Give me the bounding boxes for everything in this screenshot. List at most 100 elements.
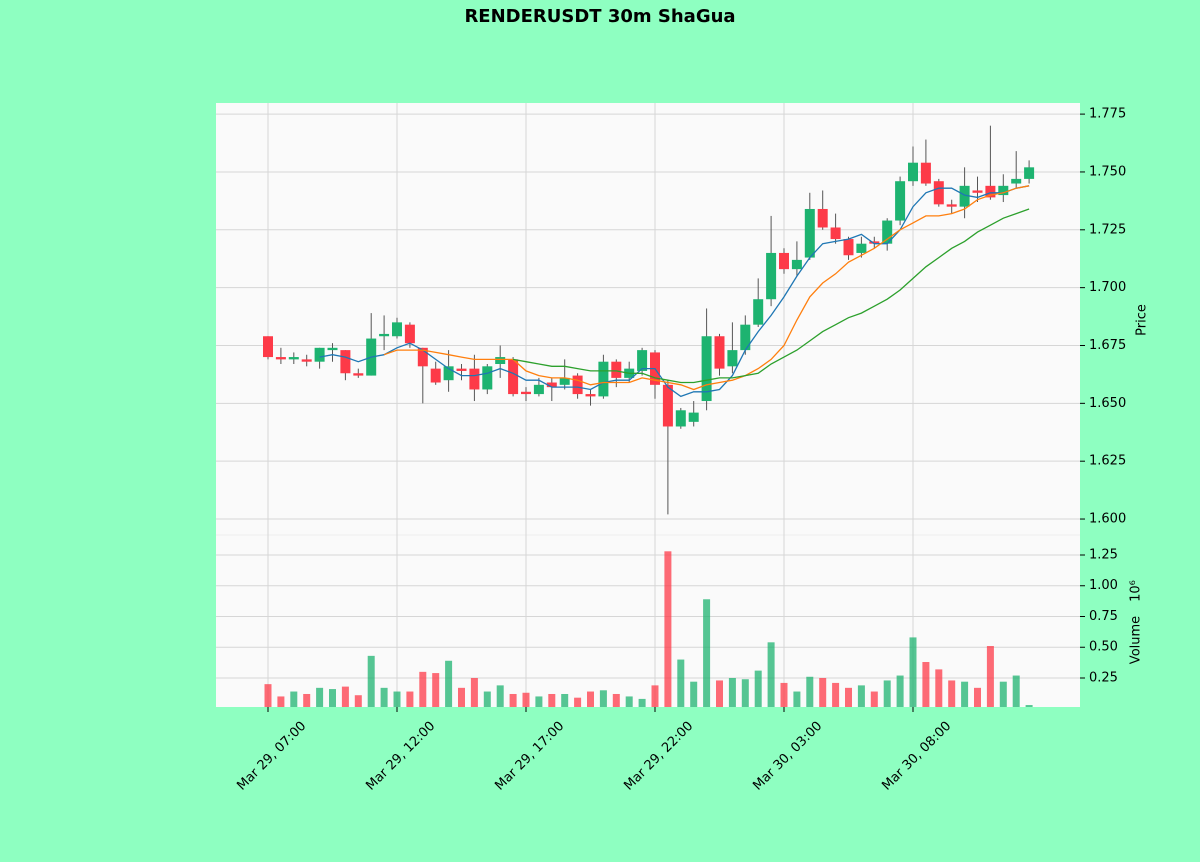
volume-bar: [380, 687, 388, 707]
volume-bar: [445, 660, 453, 707]
candle-body: [443, 366, 454, 381]
volume-bar: [638, 698, 646, 707]
y-tick-label: 1.600: [1089, 512, 1126, 527]
volume-bar: [406, 691, 414, 707]
volume-bar: [909, 637, 917, 707]
candle-body: [1011, 178, 1022, 184]
candle-body: [675, 410, 686, 427]
volume-bar: [354, 695, 362, 707]
candle-body: [714, 336, 725, 369]
volume-bar: [393, 691, 401, 707]
candle-body: [263, 336, 273, 358]
volume-bar: [832, 682, 840, 707]
y-tick-label: 0.25: [1089, 670, 1118, 685]
candle-body: [288, 357, 299, 360]
volume-bar: [587, 691, 594, 707]
volume-bar: [458, 687, 465, 707]
volume-bar: [548, 693, 556, 707]
volume-bar: [999, 681, 1007, 707]
volume-bar: [690, 681, 698, 707]
volume-bar: [432, 673, 440, 707]
y-tick-label: 1.750: [1089, 164, 1126, 179]
y-tick-label: 1.650: [1089, 396, 1126, 411]
candle-body: [559, 377, 570, 385]
volume-bar: [496, 685, 504, 707]
candle-body: [469, 368, 480, 390]
candle-body: [521, 391, 531, 395]
candle-body: [920, 162, 931, 184]
candle-body: [340, 350, 351, 374]
volume-bar: [561, 693, 569, 707]
volume-bar: [986, 646, 994, 707]
volume-bar: [922, 662, 930, 707]
volume-bar: [303, 693, 311, 707]
candle-body: [327, 347, 338, 351]
x-tick-label: Mar 29, 22:00: [621, 719, 696, 794]
volume-bar: [509, 693, 517, 707]
candle-body: [779, 252, 789, 270]
candle-body: [830, 227, 841, 240]
x-tick-label: Mar 30, 08:00: [879, 719, 954, 794]
y-tick-label: 1.775: [1089, 107, 1126, 122]
candle-body: [869, 241, 880, 244]
candle-body: [430, 368, 441, 383]
volume-bar: [677, 659, 685, 707]
candle-body: [856, 243, 867, 253]
volume-bar: [1025, 705, 1033, 707]
candle-body: [959, 185, 970, 207]
candle-body: [727, 350, 738, 367]
candle-body: [662, 384, 673, 427]
volume-bar: [522, 692, 530, 707]
volume-bar: [612, 693, 620, 707]
candle-body: [314, 347, 325, 362]
volume-bar: [754, 670, 762, 707]
y-axis-label: Price: [1135, 304, 1150, 336]
volume-bar: [470, 677, 478, 707]
candle-body: [817, 208, 828, 228]
y-tick-label: 0.75: [1089, 609, 1118, 624]
candle-body: [933, 181, 944, 205]
moving-average-line: [512, 208, 1030, 384]
candle-body: [1024, 167, 1035, 179]
candle-body: [740, 324, 751, 351]
candle-body: [275, 357, 286, 360]
volume-bar: [483, 691, 491, 707]
candle-body: [908, 162, 918, 182]
volume-bar: [599, 690, 607, 707]
volume-bar: [290, 691, 298, 707]
volume-bar: [819, 677, 827, 707]
volume-bar: [341, 686, 349, 707]
candle-body: [972, 190, 983, 193]
candle-body: [572, 375, 583, 395]
volume-bar: [264, 684, 272, 707]
moving-average-line: [319, 185, 1030, 398]
candle-body: [379, 333, 390, 337]
x-tick-label: Mar 29, 07:00: [234, 719, 309, 794]
candle-body: [598, 361, 609, 397]
candle-body: [753, 299, 764, 325]
volume-bar: [728, 677, 736, 707]
y-tick-label: 1.725: [1089, 222, 1126, 237]
volume-bar: [780, 682, 788, 707]
volume-bar: [961, 681, 969, 707]
volume-bar: [716, 680, 723, 707]
volume-bar: [329, 689, 336, 707]
y-tick-label: 1.625: [1089, 454, 1126, 469]
volume-bar: [806, 676, 814, 707]
candle-body: [985, 185, 996, 198]
y-tick-label: 0.50: [1089, 640, 1118, 655]
candle-body: [791, 259, 802, 270]
volume-bar: [703, 599, 711, 707]
candle-body: [688, 412, 699, 422]
volume-bar: [948, 680, 956, 707]
candle-body: [546, 382, 557, 388]
volume-bar: [935, 669, 943, 707]
candle-body: [404, 324, 415, 344]
volume-bar: [419, 671, 427, 707]
candle-body: [482, 366, 493, 390]
candle-body: [946, 204, 957, 207]
volume-bar: [870, 691, 878, 707]
candle-body: [637, 350, 648, 371]
